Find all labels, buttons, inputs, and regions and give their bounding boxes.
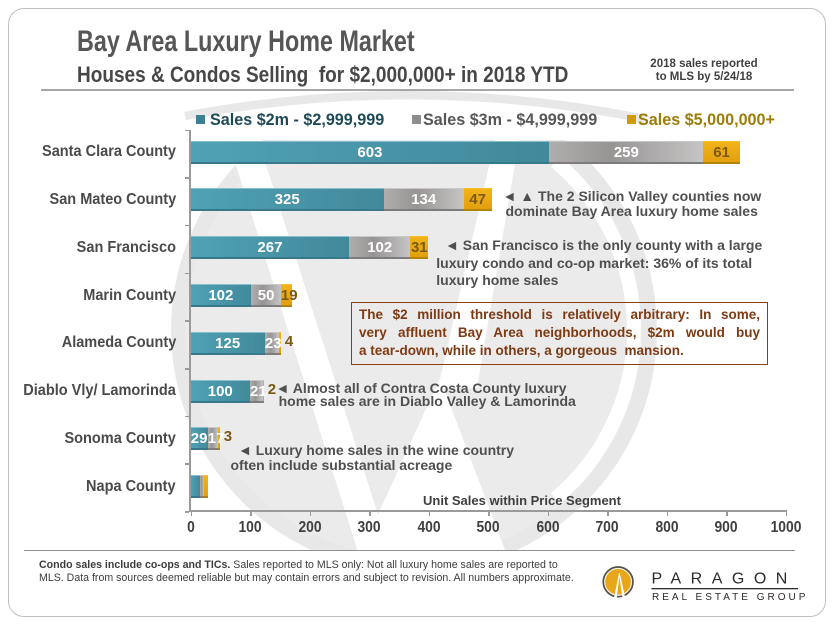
svg-text:REAL ESTATE GROUP: REAL ESTATE GROUP <box>652 592 808 603</box>
svg-text:PARAGON: PARAGON <box>652 571 797 588</box>
